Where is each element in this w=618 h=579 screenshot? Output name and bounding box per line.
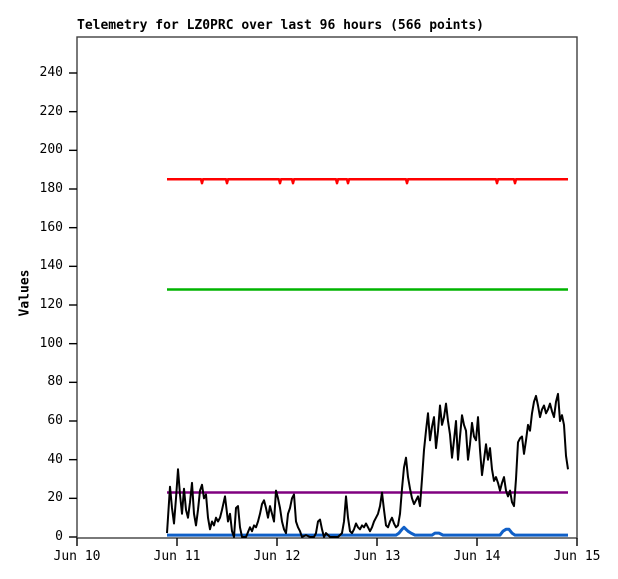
y-tick-label: 80	[47, 374, 63, 390]
y-tick-label: 60	[47, 413, 63, 428]
y-tick-label: 100	[39, 335, 63, 351]
y-tick-label: 240	[39, 65, 63, 80]
x-tick-label: Jun 13	[353, 549, 401, 564]
x-tick-label: Jun 11	[153, 549, 201, 564]
y-tick-label: 40	[47, 451, 63, 467]
y-tick-label: 220	[39, 103, 63, 119]
x-tick-label: Jun 14	[453, 549, 501, 564]
y-tick-label: 120	[39, 297, 63, 312]
series-threshold-red	[167, 178, 568, 185]
plot-frame	[76, 36, 578, 539]
x-tick-label: Jun 12	[253, 549, 301, 564]
y-tick-label: 140	[39, 258, 63, 274]
y-tick-label: 20	[47, 490, 63, 506]
chart-title: Telemetry for LZ0PRC over last 96 hours …	[77, 18, 484, 33]
y-tick-label: 180	[39, 181, 63, 196]
x-tick-label: Jun 10	[53, 549, 101, 564]
x-tick-label: Jun 15	[553, 549, 601, 564]
y-tick-label: 160	[39, 219, 63, 235]
series-channel-blue	[167, 525, 568, 537]
y-tick-label: 0	[55, 529, 63, 544]
y-tick-label: 200	[39, 142, 63, 158]
series-telemetry-black	[166, 392, 569, 538]
